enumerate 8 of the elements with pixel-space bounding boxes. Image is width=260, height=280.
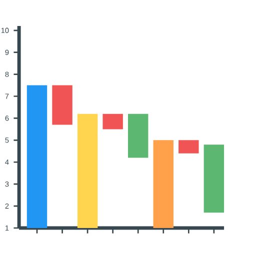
bar (77, 114, 98, 228)
bar (128, 114, 148, 158)
bar (102, 114, 123, 130)
bar (204, 144, 224, 213)
bar (178, 140, 199, 154)
bar (52, 85, 72, 125)
bar (26, 85, 48, 228)
bar (153, 140, 174, 228)
